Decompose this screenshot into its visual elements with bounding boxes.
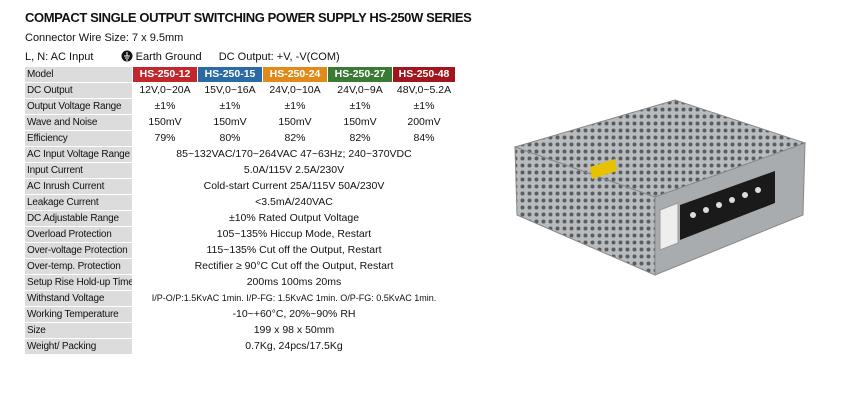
cell: 15V,0~16A: [198, 83, 262, 99]
ac-input: L, N: AC Input: [25, 51, 94, 63]
row-label: Overload Protection: [25, 227, 132, 243]
cell: 48V,0~5.2A: [393, 83, 455, 99]
cell: 150mV: [198, 115, 262, 131]
row-label: Size: [25, 323, 132, 339]
legend-line: L, N: AC Input Earth Ground DC Output: +…: [25, 50, 340, 63]
cell: 24V,0~10A: [263, 83, 327, 99]
title: COMPACT SINGLE OUTPUT SWITCHING POWER SU…: [25, 10, 472, 25]
model-header: HS-250-15: [198, 67, 262, 83]
cell: ±1%: [133, 99, 197, 115]
cell: I/P-O/P:1.5KvAC 1min. I/P-FG: 1.5KvAC 1m…: [133, 291, 455, 307]
row-label: AC Input Voltage Range: [25, 147, 132, 163]
cell: 115~135% Cut off the Output, Restart: [133, 243, 455, 259]
model-header: HS-250-48: [393, 67, 455, 83]
row-label: Setup Rise Hold-up Time: [25, 275, 132, 291]
cell: 82%: [263, 131, 327, 147]
cell: ±1%: [393, 99, 455, 115]
connector-note: Connector Wire Size: 7 x 9.5mm: [25, 32, 184, 44]
cell: ±1%: [328, 99, 392, 115]
cell: 150mV: [263, 115, 327, 131]
cell: ±10% Rated Output Voltage: [133, 211, 455, 227]
earth-icon: [121, 50, 133, 62]
cell: 84%: [393, 131, 455, 147]
cell: 105~135% Hiccup Mode, Restart: [133, 227, 455, 243]
row-label: Model: [25, 67, 132, 83]
cell: 80%: [198, 131, 262, 147]
cell: 150mV: [133, 115, 197, 131]
row-label: Output Voltage Range: [25, 99, 132, 115]
cell: 150mV: [328, 115, 392, 131]
product-image: [513, 99, 807, 276]
model-header: HS-250-27: [328, 67, 392, 83]
cell: <3.5mA/240VAC: [133, 195, 455, 211]
cell: 0.7Kg, 24pcs/17.5Kg: [133, 339, 455, 355]
row-label: Input Current: [25, 163, 132, 179]
cell: ±1%: [263, 99, 327, 115]
cell: Cold-start Current 25A/115V 50A/230V: [133, 179, 455, 195]
row-label: Working Temperature: [25, 307, 132, 323]
row-label: Over-voltage Protection: [25, 243, 132, 259]
cell: Rectifier ≥ 90°C Cut off the Output, Res…: [133, 259, 455, 275]
row-label: Efficiency: [25, 131, 132, 147]
cell: 85~132VAC/170~264VAC 47~63Hz; 240~370VDC: [133, 147, 455, 163]
cell: 200ms 100ms 20ms: [133, 275, 455, 291]
cell: 5.0A/115V 2.5A/230V: [133, 163, 455, 179]
cell: 200mV: [393, 115, 455, 131]
cell: 79%: [133, 131, 197, 147]
cell: 82%: [328, 131, 392, 147]
cell: -10~+60°C, 20%~90% RH: [133, 307, 455, 323]
cell: 12V,0~20A: [133, 83, 197, 99]
model-header: HS-250-24: [263, 67, 327, 83]
cell: 199 x 98 x 50mm: [133, 323, 455, 339]
row-label: DC Adjustable Range: [25, 211, 132, 227]
row-label: DC Output: [25, 83, 132, 99]
row-label: Wave and Noise: [25, 115, 132, 131]
cell: ±1%: [198, 99, 262, 115]
row-label: AC Inrush Current: [25, 179, 132, 195]
earth-ground: Earth Ground: [135, 51, 202, 63]
cell: 24V,0~9A: [328, 83, 392, 99]
dc-output: DC Output: +V, -V(COM): [218, 51, 340, 63]
model-header: HS-250-12: [133, 67, 197, 83]
row-label: Withstand Voltage: [25, 291, 132, 307]
row-label: Leakage Current: [25, 195, 132, 211]
row-label: Over-temp. Protection: [25, 259, 132, 275]
row-label: Weight/ Packing: [25, 339, 132, 355]
